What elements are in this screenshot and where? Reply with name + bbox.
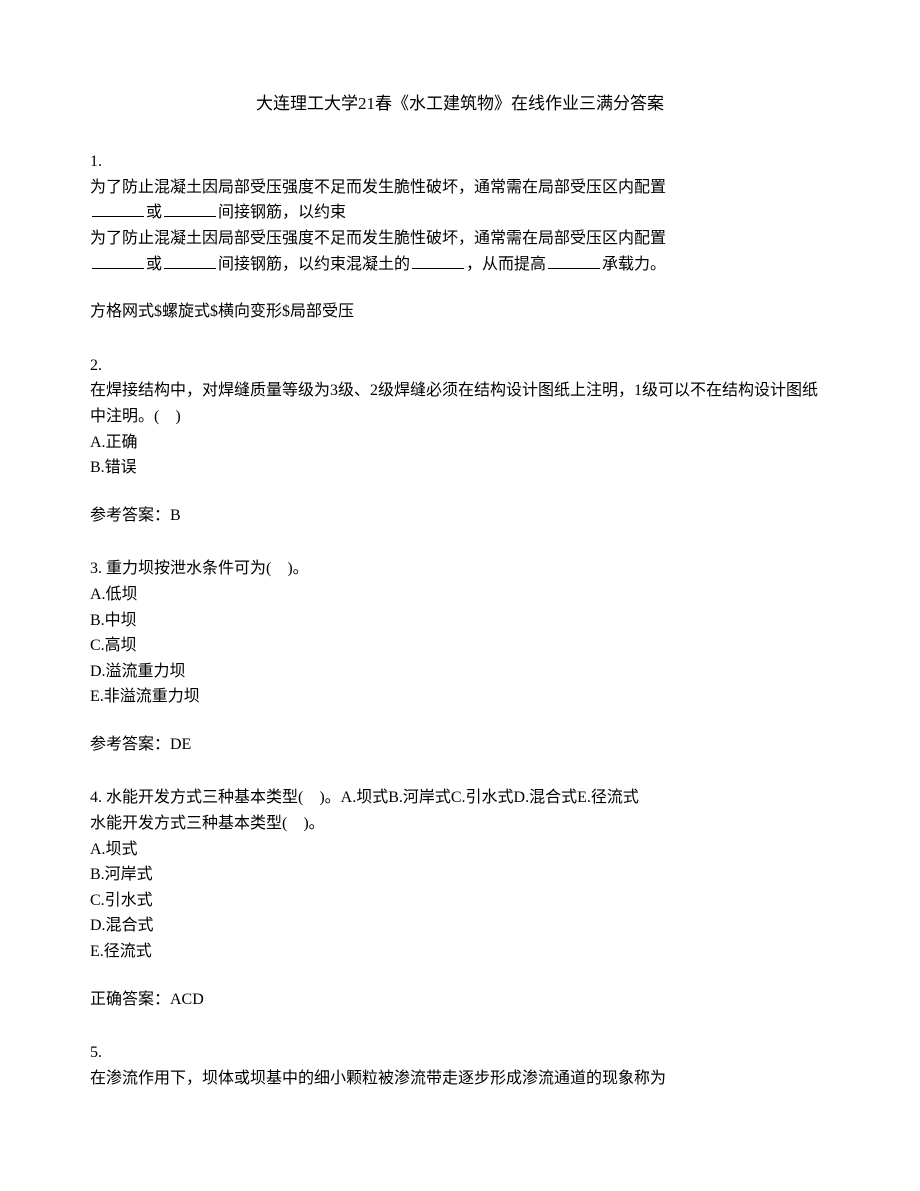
q3-option-e: E.非溢流重力坝 [90, 684, 830, 710]
q3-option-a: A.低坝 [90, 582, 830, 608]
q4-number: 4. 水能开发方式三种基本类型( )。A.坝式B.河岸式C.引水式D.混合式E.… [90, 785, 830, 811]
q1-line2: 为了防止混凝土因局部受压强度不足而发生脆性破坏，通常需在局部受压区内配置 [90, 226, 830, 252]
q2-option-b: B.错误 [90, 455, 830, 481]
blank [412, 253, 464, 269]
q4-option-e: E.径流式 [90, 939, 830, 965]
blank [548, 253, 600, 269]
q4-answer: 正确答案：ACD [90, 987, 830, 1013]
q5-number: 5. [90, 1040, 830, 1066]
q4-option-c: C.引水式 [90, 888, 830, 914]
document-title: 大连理工大学21春《水工建筑物》在线作业三满分答案 [90, 90, 830, 117]
blank [92, 201, 144, 217]
q1-line1-prefix: 为了防止混凝土因局部受压强度不足而发生脆性破坏，通常需在局部受压区内配置 [90, 179, 666, 196]
q5-text: 在渗流作用下，坝体或坝基中的细小颗粒被渗流带走逐步形成渗流通道的现象称为 [90, 1066, 830, 1092]
q2-text: 在焊接结构中，对焊缝质量等级为3级、2级焊缝必须在结构设计图纸上注明，1级可以不… [90, 378, 830, 429]
q1-line2-mid1: 或 [146, 256, 162, 273]
q1-answer: 方格网式$螺旋式$横向变形$局部受压 [90, 299, 830, 325]
q4-text: 水能开发方式三种基本类型( )。 [90, 811, 830, 837]
question-4: 4. 水能开发方式三种基本类型( )。A.坝式B.河岸式C.引水式D.混合式E.… [90, 785, 830, 1012]
question-5: 5. 在渗流作用下，坝体或坝基中的细小颗粒被渗流带走逐步形成渗流通道的现象称为 [90, 1040, 830, 1091]
q1-line1b: 或 间接钢筋，以约束 [90, 200, 830, 226]
q1-line2-suffix: 承载力。 [602, 256, 666, 273]
q1-line1-suffix: 间接钢筋，以约束 [218, 204, 346, 221]
q3-option-d: D.溢流重力坝 [90, 659, 830, 685]
q2-option-a: A.正确 [90, 430, 830, 456]
q1-line1-mid: 或 [146, 204, 162, 221]
blank [164, 201, 216, 217]
q4-option-b: B.河岸式 [90, 862, 830, 888]
q4-option-d: D.混合式 [90, 913, 830, 939]
q4-option-a: A.坝式 [90, 837, 830, 863]
q2-answer: 参考答案：B [90, 503, 830, 529]
q1-line1: 为了防止混凝土因局部受压强度不足而发生脆性破坏，通常需在局部受压区内配置 [90, 175, 830, 201]
q1-line2-prefix: 为了防止混凝土因局部受压强度不足而发生脆性破坏，通常需在局部受压区内配置 [90, 230, 666, 247]
q1-line2-mid2: 间接钢筋，以约束混凝土的 [218, 256, 410, 273]
q1-line2-mid3: ，从而提高 [466, 256, 546, 273]
blank [92, 253, 144, 269]
question-1: 1. 为了防止混凝土因局部受压强度不足而发生脆性破坏，通常需在局部受压区内配置 … [90, 149, 830, 325]
question-3: 3. 重力坝按泄水条件可为( )。 A.低坝 B.中坝 C.高坝 D.溢流重力坝… [90, 556, 830, 757]
blank [164, 253, 216, 269]
q3-number: 3. 重力坝按泄水条件可为( )。 [90, 556, 830, 582]
q2-number: 2. [90, 353, 830, 379]
q3-answer: 参考答案：DE [90, 732, 830, 758]
q1-number: 1. [90, 149, 830, 175]
q3-option-b: B.中坝 [90, 608, 830, 634]
question-2: 2. 在焊接结构中，对焊缝质量等级为3级、2级焊缝必须在结构设计图纸上注明，1级… [90, 353, 830, 529]
q1-line2b: 或 间接钢筋，以约束混凝土的 ，从而提高 承载力。 [90, 252, 830, 278]
q3-option-c: C.高坝 [90, 633, 830, 659]
